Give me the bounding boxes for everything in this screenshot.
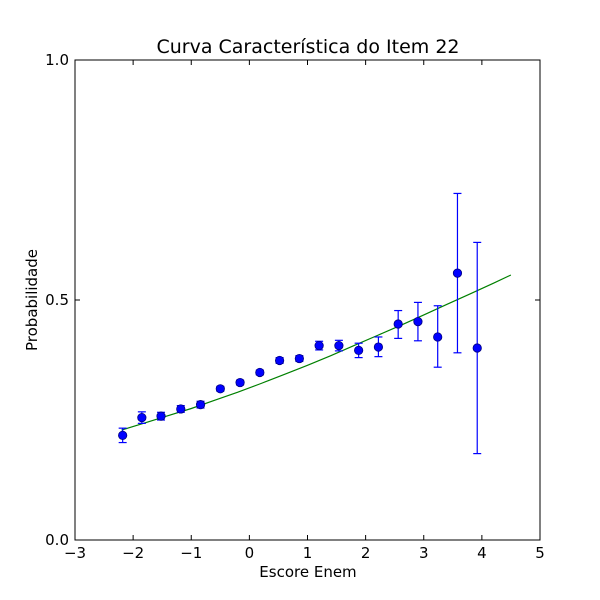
- data-point: [413, 316, 423, 327]
- fit-line: [121, 274, 512, 431]
- data-point-group: [215, 384, 225, 394]
- data-point: [294, 353, 304, 364]
- data-point-group: [452, 192, 463, 354]
- data-point-group: [354, 342, 364, 359]
- errorbar-group: [118, 192, 482, 455]
- data-point-group: [195, 400, 206, 410]
- x-tick-label: −3: [64, 544, 86, 562]
- data-point: [156, 411, 166, 421]
- data-point: [433, 332, 443, 342]
- data-point: [176, 404, 186, 414]
- y-axis-label: Probabilidade: [23, 249, 41, 351]
- data-point-group: [433, 305, 443, 368]
- data-point-group: [314, 340, 324, 351]
- data-point: [137, 412, 147, 423]
- x-tick-label: −2: [122, 544, 144, 562]
- data-point: [314, 340, 324, 351]
- y-axis-ticks: 0.0 0.5 1.0: [45, 51, 540, 549]
- data-point-group: [413, 301, 423, 342]
- plot-frame: [74, 59, 541, 541]
- chart-title: Curva Característica do Item 22: [156, 36, 459, 58]
- data-point-group: [334, 339, 344, 352]
- fit-line-group: [121, 274, 512, 431]
- data-point: [373, 342, 384, 352]
- data-point: [393, 319, 403, 329]
- x-tick-label: 4: [477, 544, 487, 562]
- data-point-group: [373, 336, 384, 358]
- data-point-group: [294, 353, 304, 364]
- x-tick-label: 2: [361, 544, 371, 562]
- data-point-group: [176, 404, 186, 414]
- data-point-group: [235, 377, 245, 388]
- data-point: [354, 345, 364, 355]
- x-tick-label: −1: [180, 544, 202, 562]
- data-point-group: [156, 411, 166, 421]
- data-point: [255, 367, 265, 378]
- x-axis-label: Escore Enem: [259, 563, 356, 581]
- data-point-group: [255, 367, 265, 378]
- plot-area: [75, 60, 540, 540]
- data-point: [235, 377, 245, 388]
- y-tick-label: 1.0: [45, 51, 69, 69]
- y-tick-label: 0.5: [45, 291, 69, 309]
- x-tick-label: 1: [303, 544, 313, 562]
- x-tick-label: 5: [535, 544, 545, 562]
- data-point: [472, 343, 482, 353]
- data-point-group: [274, 355, 285, 366]
- data-point: [215, 384, 225, 394]
- y-tick-label: 0.0: [45, 531, 69, 549]
- data-point: [452, 268, 463, 278]
- data-point: [274, 355, 285, 366]
- data-point: [195, 400, 206, 410]
- data-point: [334, 340, 344, 351]
- data-point-group: [393, 309, 403, 339]
- x-tick-label: 3: [419, 544, 429, 562]
- x-tick-label: 0: [245, 544, 255, 562]
- data-point-group: [472, 241, 482, 455]
- data-point-group: [137, 411, 147, 424]
- data-point-group: [118, 427, 128, 444]
- data-point: [118, 430, 128, 440]
- x-axis-ticks: −3 −2 −1 0 1 2 3 4 5: [64, 60, 545, 562]
